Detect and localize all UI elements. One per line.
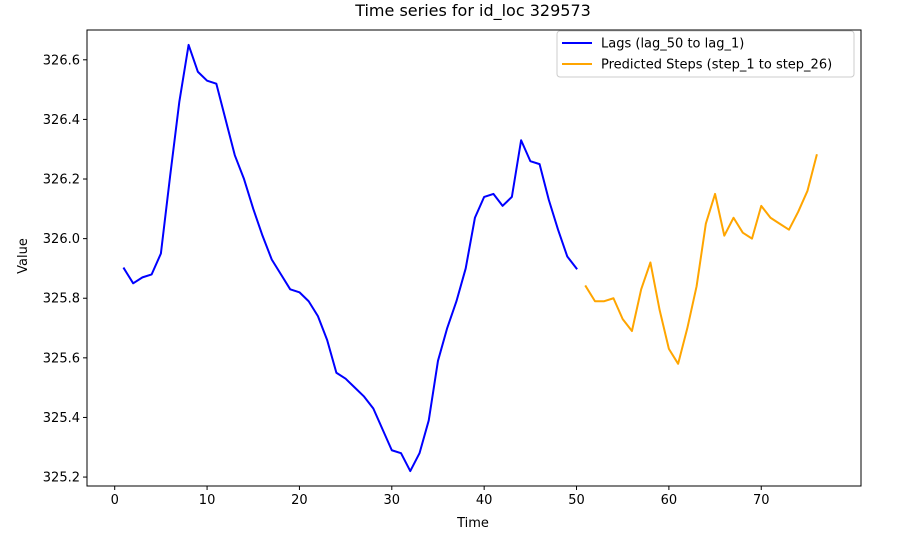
legend: Lags (lag_50 to lag_1) Predicted Steps (…: [556, 30, 855, 78]
chart-title: Time series for id_loc 329573: [354, 1, 591, 21]
y-axis-label: Value: [16, 238, 31, 274]
plot-frame: [86, 29, 862, 487]
y-tick-label: 325.8: [43, 292, 80, 307]
series-line-1: [584, 153, 818, 365]
legend-label-predicted: Predicted Steps (step_1 to step_26): [601, 58, 832, 73]
x-tick-label: 40: [476, 493, 493, 508]
y-axis-ticks: 325.2 325.4 325.6 325.8 326.0 326.2 326.4 326.6: [43, 53, 87, 486]
y-tick-label: 326.0: [43, 232, 80, 247]
x-tick-label: 0: [111, 493, 119, 508]
y-tick-label: 326.6: [43, 53, 80, 68]
plot-series: [122, 43, 818, 473]
x-tick-label: 10: [199, 493, 216, 508]
y-tick-label: 325.6: [43, 351, 80, 366]
legend-label-lags: Lags (lag_50 to lag_1): [601, 37, 744, 52]
x-axis-ticks: 0 10 20 30 40 50 60 70: [111, 486, 770, 508]
series-line-0: [122, 43, 578, 473]
x-axis-label: Time: [456, 516, 489, 531]
y-tick-label: 325.4: [43, 411, 80, 426]
x-tick-label: 30: [384, 493, 401, 508]
y-tick-label: 326.4: [43, 113, 80, 128]
x-tick-label: 50: [568, 493, 585, 508]
y-tick-label: 326.2: [43, 173, 80, 188]
y-tick-label: 325.2: [43, 471, 80, 486]
x-tick-label: 60: [661, 493, 678, 508]
x-tick-label: 70: [753, 493, 770, 508]
legend-box: [556, 30, 855, 78]
x-tick-label: 20: [291, 493, 308, 508]
